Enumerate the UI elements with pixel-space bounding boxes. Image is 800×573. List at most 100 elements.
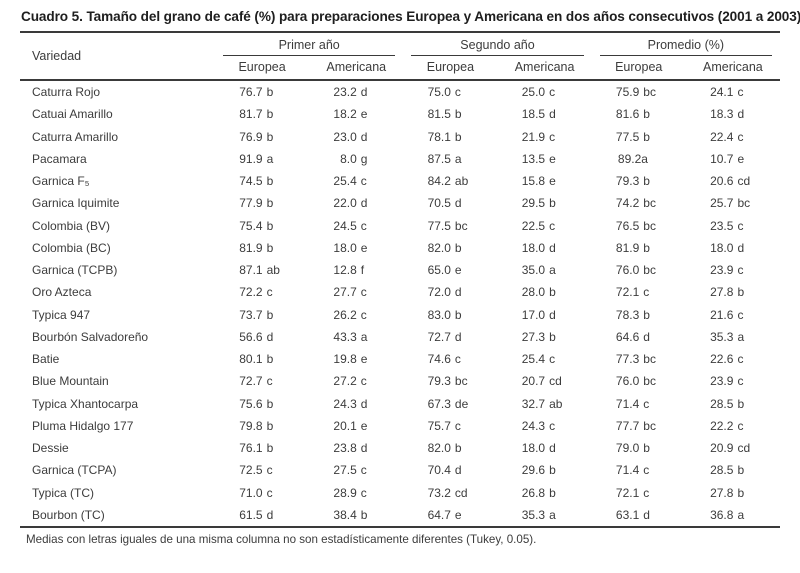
- value-cell: 28.5 b: [710, 463, 745, 478]
- value-cell: 23.9 c: [710, 374, 744, 389]
- value-cell: 18.0 d: [710, 240, 745, 255]
- value-cell: 79.3 b: [615, 174, 650, 189]
- variety-name: Caturra Amarillo: [32, 129, 119, 144]
- table-row: Blue Mountain 72.7 c 27.2 c 79.3 bc 20.7 cd 76.0 b…: [20, 370, 780, 392]
- value-cell: 75.6 b: [239, 396, 274, 411]
- value-cell: 24.5 c: [333, 218, 367, 233]
- value-cell: 10.7 e: [710, 151, 745, 166]
- value-cell: 18.0 e: [333, 240, 368, 255]
- table-row: Dessie 76.1 b 23.8 d 82.0 b 18.0 d 79.0 b 20.9 cd: [20, 437, 780, 459]
- value-cell: 22.0 d: [333, 196, 368, 211]
- value-cell: 81.9 b: [239, 240, 274, 255]
- table-row: Catuai Amarillo 81.7 b 18.2 e 81.5 b 18.5 d 81.6 b…: [20, 103, 780, 125]
- value-cell: 76.0 bc: [615, 263, 656, 278]
- value-cell: 19.8 e: [333, 352, 368, 367]
- value-cell: 8.0 g: [340, 151, 368, 166]
- variety-name: Garnica (TCPA): [32, 463, 117, 478]
- table-title: Cuadro 5. Tamaño del grano de café (%) p…: [21, 9, 800, 24]
- table-row: Pluma Hidalgo 177 79.8 b 20.1 e 75.7 c 24.3 c 77.…: [20, 415, 780, 437]
- document-page: Cuadro 5. Tamaño del grano de café (%) p…: [20, 9, 800, 546]
- table-row: Garnica Iquimite 77.9 b 22.0 d 70.5 d 29.5 b 74.2…: [20, 192, 780, 214]
- subcolumn-header-europea: Europea: [615, 60, 663, 74]
- value-cell: 18.2 e: [333, 107, 368, 122]
- value-cell: 77.5 bc: [427, 218, 468, 233]
- table-row: Typica 947 73.7 b 26.2 c 83.0 b 17.0 d 78.3 b 21.6 c: [20, 304, 780, 326]
- value-cell: 76.5 bc: [615, 218, 656, 233]
- group-label: Primer año: [223, 33, 396, 56]
- column-header-variety: Variedad: [32, 49, 82, 63]
- value-cell: 25.4 c: [521, 352, 556, 367]
- value-cell: 91.9 a: [239, 151, 274, 166]
- subcolumn-header-europea: Europea: [238, 60, 286, 74]
- value-cell: 32.7 ab: [521, 396, 563, 411]
- variety-name: Blue Mountain: [32, 374, 109, 389]
- value-cell: 18.0 d: [521, 441, 556, 456]
- value-cell: 20.9 cd: [710, 441, 751, 456]
- value-cell: 72.2 c: [239, 285, 273, 300]
- variety-name: Garnica F₅: [32, 174, 90, 189]
- value-cell: 87.5 a: [427, 151, 462, 166]
- value-cell: 75.9 bc: [615, 85, 656, 100]
- value-cell: 74.2 bc: [615, 196, 656, 211]
- value-cell: 18.3 d: [710, 107, 745, 122]
- value-cell: 21.6 c: [710, 307, 744, 322]
- value-cell: 76.1 b: [239, 441, 274, 456]
- value-cell: 27.8 b: [710, 285, 745, 300]
- value-cell: 67.3 de: [427, 396, 469, 411]
- value-cell: 27.3 b: [521, 329, 556, 344]
- value-cell: 71.0 c: [239, 485, 273, 500]
- value-cell: 81.5 b: [427, 107, 462, 122]
- value-cell: 71.4 c: [615, 463, 650, 478]
- variety-name: Colombia (BV): [32, 218, 111, 233]
- subcolumn-header-americana: Americana: [514, 60, 575, 74]
- value-cell: 72.0 d: [427, 285, 462, 300]
- value-cell: 89.2 a: [617, 151, 648, 166]
- value-cell: 81.7 b: [239, 107, 274, 122]
- value-cell: 56.6 d: [239, 329, 274, 344]
- variety-name: Batie: [32, 352, 60, 367]
- variety-name: Colombia (BC): [32, 240, 111, 255]
- value-cell: 84.2 ab: [427, 174, 469, 189]
- variety-name: Garnica Iquimite: [32, 196, 120, 211]
- group-label: Promedio (%): [599, 33, 772, 56]
- value-cell: 72.7 c: [239, 374, 273, 389]
- value-cell: 64.7 e: [427, 507, 462, 522]
- value-cell: 73.7 b: [239, 307, 274, 322]
- value-cell: 23.0 d: [333, 129, 368, 144]
- table-row: Typica Xhantocarpa 75.6 b 24.3 d 67.3 de 32.7 ab…: [20, 393, 780, 415]
- table-row: Caturra Rojo 76.7 b 23.2 d 75.0 c 25.0 c 75.9 bc 24…: [20, 81, 780, 103]
- table-body: Caturra Rojo 76.7 b 23.2 d 75.0 c 25.0 c 75.9 bc 24…: [20, 81, 780, 528]
- value-cell: 29.5 b: [521, 196, 556, 211]
- value-cell: 38.4 b: [333, 507, 368, 522]
- value-cell: 74.6 c: [427, 352, 461, 367]
- value-cell: 22.4 c: [710, 129, 744, 144]
- value-cell: 36.8 a: [710, 507, 745, 522]
- value-cell: 29.6 b: [521, 463, 556, 478]
- coffee-bean-size-table: Variedad Primer año Europea Americana Se…: [20, 31, 780, 546]
- value-cell: 79.8 b: [239, 418, 274, 433]
- value-cell: 27.7 c: [333, 285, 367, 300]
- variety-name: Oro Azteca: [32, 285, 92, 300]
- value-cell: 23.8 d: [333, 441, 368, 456]
- value-cell: 24.1 c: [710, 85, 744, 100]
- variety-name: Garnica (TCPB): [32, 263, 118, 278]
- table-row: Garnica (TCPB) 87.1 ab 12.8 f 65.0 e 35.0 a 76.0 b…: [20, 259, 780, 281]
- table-row: Oro Azteca 72.2 c 27.7 c 72.0 d 28.0 b 72.1 c 27.8 b: [20, 281, 780, 303]
- table-row: Pacamara 91.9 a 8.0 g 87.5 a 13.5 e 89.2 a 10.7 e: [20, 148, 780, 170]
- header-group-promedio: Promedio (%) Europea Americana: [592, 33, 780, 79]
- table-row: Caturra Amarillo 76.9 b 23.0 d 78.1 b 21.9 c 77.5…: [20, 126, 780, 148]
- subcolumn-header-americana: Americana: [326, 60, 387, 74]
- value-cell: 12.8 f: [333, 263, 365, 278]
- table-header: Variedad Primer año Europea Americana Se…: [20, 31, 780, 81]
- value-cell: 76.7 b: [239, 85, 274, 100]
- value-cell: 72.1 c: [615, 285, 650, 300]
- value-cell: 28.9 c: [333, 485, 367, 500]
- value-cell: 18.5 d: [521, 107, 556, 122]
- subcolumn-header-americana: Americana: [703, 60, 763, 74]
- value-cell: 75.7 c: [427, 418, 461, 433]
- value-cell: 23.5 c: [710, 218, 744, 233]
- value-cell: 63.1 d: [615, 507, 650, 522]
- value-cell: 72.5 c: [239, 463, 273, 478]
- value-cell: 21.9 c: [521, 129, 556, 144]
- header-groups: Primer año Europea Americana Segundo año…: [215, 33, 780, 79]
